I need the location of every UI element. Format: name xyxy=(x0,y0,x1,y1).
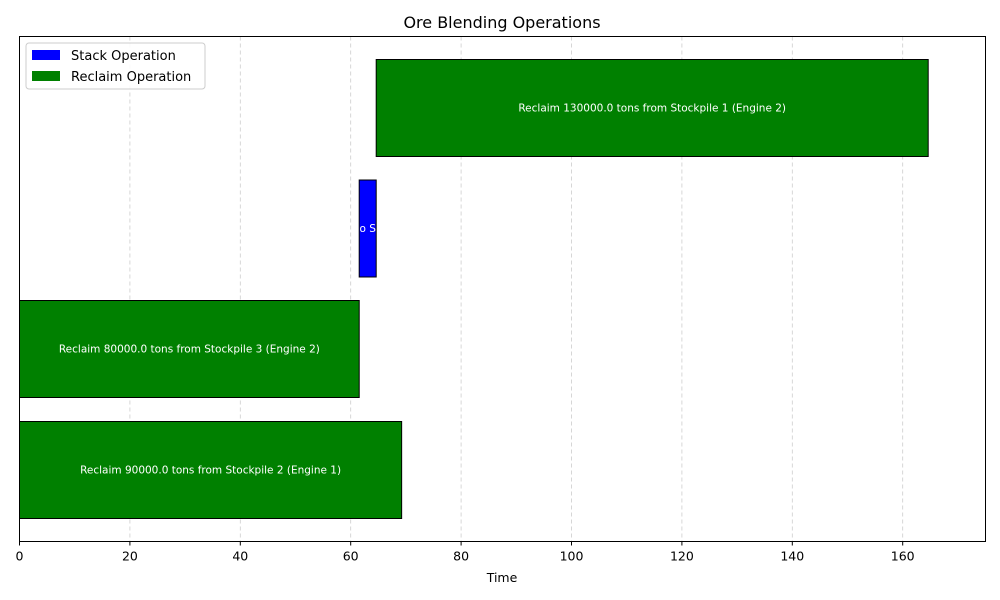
x-tick-label-6: 120 xyxy=(670,549,694,564)
x-tick-label-5: 100 xyxy=(560,549,584,564)
x-tick-label-8: 160 xyxy=(891,549,915,564)
legend-label-0: Stack Operation xyxy=(71,49,176,64)
bars-layer: Reclaim 90000.0 tons from Stockpile 2 (E… xyxy=(19,59,929,519)
bar-reclaim-0 xyxy=(19,421,403,519)
bar-label-3: Reclaim 130000.0 tons from Stockpile 1 (… xyxy=(518,103,786,115)
x-tick-label-7: 140 xyxy=(780,549,804,564)
bar-stack-2 xyxy=(358,179,377,278)
x-axis-label: Time xyxy=(486,570,518,585)
bar-group-2: o S xyxy=(358,179,377,278)
x-tick-label-3: 60 xyxy=(343,549,359,564)
bar-group-1: Reclaim 80000.0 tons from Stockpile 3 (E… xyxy=(19,300,360,398)
bar-label-0: Reclaim 90000.0 tons from Stockpile 2 (E… xyxy=(80,465,341,477)
x-tick-label-0: 0 xyxy=(16,549,24,564)
plot-frame xyxy=(19,36,986,542)
bar-reclaim-1 xyxy=(19,300,360,398)
bar-group-3: Reclaim 130000.0 tons from Stockpile 1 (… xyxy=(375,59,929,157)
bar-reclaim-3 xyxy=(375,59,929,157)
bar-label-2: o S xyxy=(359,223,376,235)
legend-box xyxy=(25,42,206,90)
chart-title: Ore Blending Operations xyxy=(403,13,600,32)
x-tick-label-1: 20 xyxy=(122,549,138,564)
legend-swatch-1 xyxy=(32,71,60,81)
legend-swatch-0 xyxy=(32,50,60,60)
legend: Stack Operation Reclaim Operation xyxy=(25,42,206,90)
x-tick-label-2: 40 xyxy=(232,549,248,564)
legend-label-1: Reclaim Operation xyxy=(71,70,191,85)
x-tick-label-4: 80 xyxy=(453,549,469,564)
bar-label-1: Reclaim 80000.0 tons from Stockpile 3 (E… xyxy=(59,344,320,356)
bar-group-0: Reclaim 90000.0 tons from Stockpile 2 (E… xyxy=(19,421,403,519)
x-axis-ticks: 0 20 40 60 80 100 120 140 160 xyxy=(16,541,915,564)
